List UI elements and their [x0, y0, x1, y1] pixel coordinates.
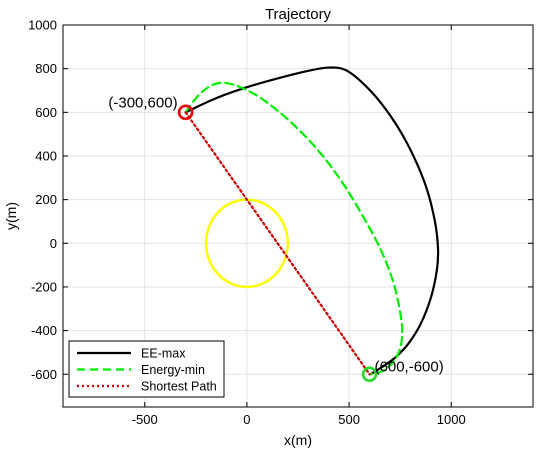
- plot-frame: [62, 24, 534, 408]
- legend-label: Shortest Path: [141, 380, 217, 394]
- y-axis-label: y(m): [3, 202, 19, 230]
- end-marker: [361, 366, 378, 383]
- x-tick-label: 0: [243, 412, 250, 427]
- y-tick-label: 200: [35, 192, 57, 207]
- legend-label: EE-max: [141, 347, 186, 361]
- x-tick-label: -500: [132, 412, 158, 427]
- start-point-label: (-300,600): [108, 94, 177, 111]
- x-tick-label: 1000: [437, 412, 466, 427]
- y-tick-label: -200: [31, 279, 57, 294]
- start-marker: [177, 104, 194, 121]
- y-tick-label: -600: [31, 367, 57, 382]
- legend: EE-max Energy-min Shortest Path: [68, 340, 225, 398]
- y-tick-label: 0: [50, 236, 57, 251]
- y-tick-label: 800: [35, 61, 57, 76]
- y-tick-label: 600: [35, 105, 57, 120]
- x-tick-label: 500: [338, 412, 360, 427]
- annotations: (-300,600) (600,-600): [108, 94, 444, 383]
- data-layer: [184, 66, 440, 376]
- y-tick-label: 1000: [28, 18, 57, 33]
- y-tick-label: -400: [31, 323, 57, 338]
- y-tick-label: 400: [35, 148, 57, 163]
- series-line-energy-min: [184, 81, 404, 376]
- chart-title: Trajectory: [265, 6, 332, 23]
- series-line-ee-max: [184, 66, 440, 376]
- x-axis-label: x(m): [284, 432, 312, 448]
- end-point-label: (600,-600): [375, 358, 444, 375]
- ticks: -500 0 500 1000 -600 -400 -200 0 200 400 600 800 100…: [28, 18, 533, 427]
- grid-lines: [63, 24, 533, 407]
- series-line-shortest-path: [184, 111, 371, 376]
- legend-label: Energy-min: [141, 363, 205, 377]
